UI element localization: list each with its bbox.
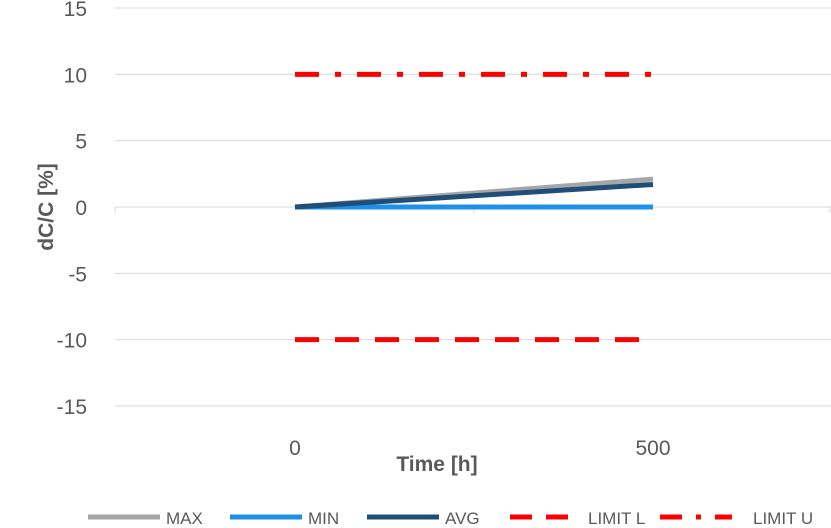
legend-label-limit-l: LIMIT L <box>588 509 645 528</box>
x-tick-label: 500 <box>635 437 670 460</box>
series-line-avg <box>294 181 654 210</box>
legend-label-avg: AVG <box>445 509 480 528</box>
x-axis-tick-labels: 0 500 <box>289 437 670 460</box>
y-tick-label: 0 <box>75 197 87 220</box>
legend: MAX MIN AVG LIMIT L LIMIT U <box>88 509 813 528</box>
y-tick-label: -10 <box>57 330 87 353</box>
legend-label-limit-u: LIMIT U <box>753 509 813 528</box>
y-tick-label: -5 <box>68 263 87 286</box>
x-axis-title: Time [h] <box>396 453 477 476</box>
legend-label-max: MAX <box>166 509 203 528</box>
plot-series <box>294 71 654 343</box>
y-tick-label: -15 <box>57 396 87 419</box>
y-axis-tick-labels: 15 10 5 0 -5 -10 -15 <box>57 0 87 419</box>
y-tick-label: 10 <box>64 64 87 87</box>
y-axis-title: dC/C [%] <box>35 163 58 251</box>
legend-label-min: MIN <box>308 509 339 528</box>
x-tick-label: 0 <box>289 437 301 460</box>
y-tick-label: 5 <box>75 131 87 154</box>
y-tick-label: 15 <box>64 0 87 21</box>
